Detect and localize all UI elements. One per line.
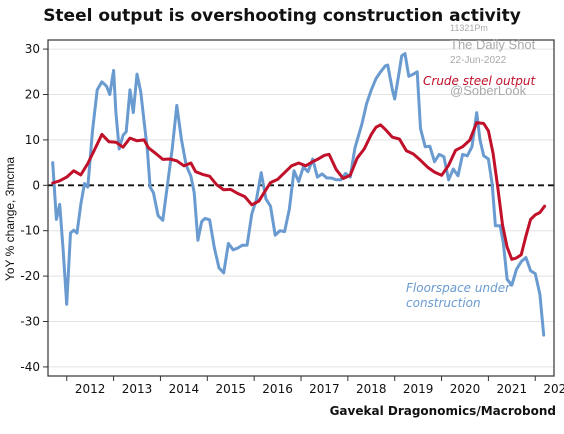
x-tick-label: 2013: [122, 382, 153, 396]
x-tick-label: 2014: [169, 382, 200, 396]
y-tick-label: 0: [32, 178, 40, 192]
x-tick-label: 2015: [215, 382, 246, 396]
y-tick-label: -10: [20, 224, 40, 238]
x-tick-label: 2017: [309, 382, 340, 396]
x-tick-label: 2018: [356, 382, 387, 396]
x-tick-label: 2019: [403, 382, 434, 396]
y-axis-ticks: 30 20 10 0 -10 -20 -30 -40: [20, 42, 48, 374]
steel-output-line: [51, 121, 547, 261]
x-tick-label: 2020: [450, 382, 481, 396]
y-tick-label: 20: [25, 87, 40, 101]
floorspace-line: [51, 52, 546, 337]
steel-output-label: Crude steel output: [423, 74, 536, 88]
x-axis-ticks: 2012 2013 2014 2015 2016 2017 2018 2019 2020 2021…: [66, 376, 564, 396]
watermark-handle: @SoberLook: [450, 83, 527, 98]
y-tick-label: -20: [20, 269, 40, 283]
x-tick-label: 2012: [75, 382, 106, 396]
chart-title: Steel output is overshooting constructio…: [43, 6, 521, 26]
x-tick-label: 2021: [497, 382, 528, 396]
y-axis-label: YoY % change, 3mcma: [3, 157, 17, 281]
y-tick-label: 10: [25, 133, 40, 147]
source-credit: Gavekal Dragonomics/Macrobond: [329, 404, 556, 418]
floorspace-label-line1: Floorspace under: [406, 281, 511, 295]
y-tick-label: -30: [20, 315, 40, 329]
watermark-date: 22-Jun-2022: [450, 55, 507, 66]
floorspace-label-line2: construction: [406, 296, 481, 310]
x-tick-label: 2022: [543, 382, 564, 396]
watermark-top: 11321Pm: [450, 23, 488, 33]
watermark-name: The Daily Shot: [450, 37, 536, 52]
y-tick-label: -40: [20, 360, 40, 374]
y-tick-label: 30: [25, 42, 40, 56]
x-tick-label: 2016: [262, 382, 293, 396]
series-lines: [51, 52, 547, 337]
